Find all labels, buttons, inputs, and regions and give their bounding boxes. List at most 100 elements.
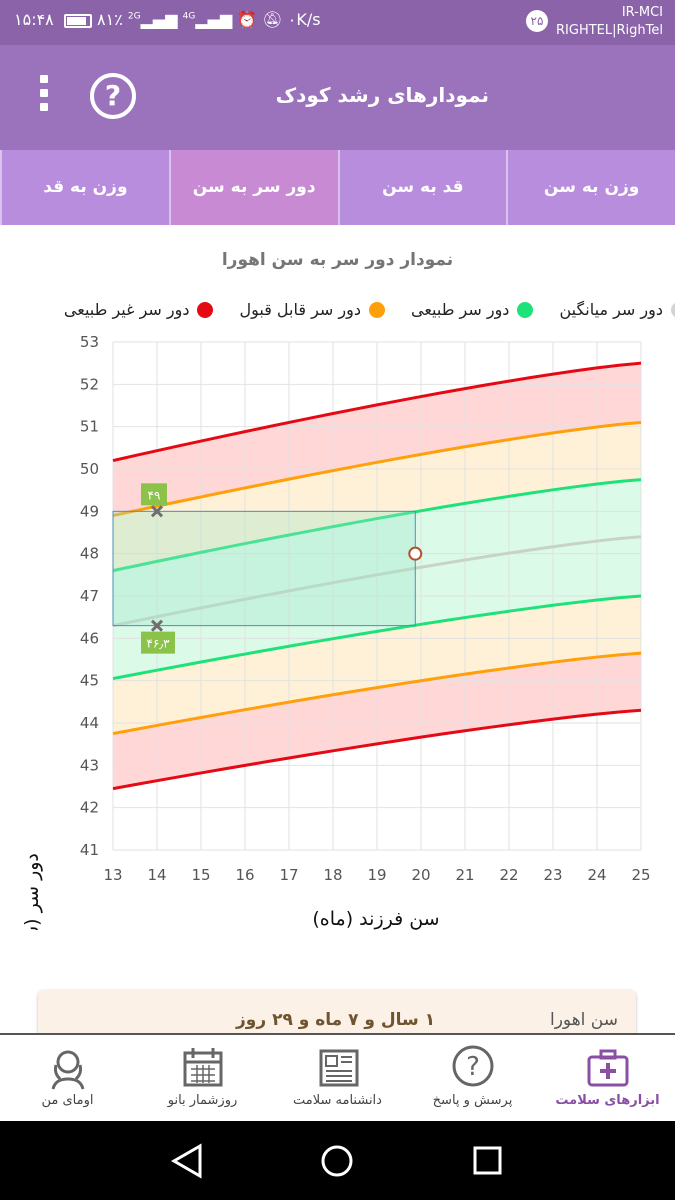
marker-label: ۴۶٫۳ — [146, 637, 170, 651]
bottom-navigation: ابزارهای سلامت ? پرسش و پاسخ دانشنامه سل… — [0, 1033, 675, 1121]
signal-icon-2: ▂▄▆ — [195, 10, 233, 29]
chart-ticks: 13 14 15 16 17 18 19 20 21 22 23 24 25 41 42 43 44 45 46 47… — [80, 333, 651, 884]
x-tick-label: 23 — [543, 866, 562, 884]
system-navigation-bar — [0, 1121, 675, 1200]
marker-label-bg — [141, 483, 167, 506]
legend-dot-icon — [517, 301, 534, 318]
x-tick-label: 16 — [235, 866, 254, 884]
status-bar: ۱۵:۴۸ ۸۱٪ 2G▂▄▆ 4G▂▄▆ ⏰ 🔕︎ ۰K/s ۲۵ IR-MC… — [0, 0, 675, 45]
legend-dot-icon — [671, 301, 675, 318]
help-icon[interactable]: ? — [90, 73, 136, 119]
marker-cross — [150, 619, 164, 632]
tab-height-for-age[interactable]: قد به سن — [337, 150, 507, 225]
age-label: سن اهورا — [550, 1010, 618, 1030]
network-2g: 2G — [127, 11, 141, 22]
battery-icon — [63, 13, 92, 28]
nav-encyclopedia[interactable]: دانشنامه سلامت — [270, 1035, 405, 1121]
nav-label: دانشنامه سلامت — [293, 1093, 382, 1108]
y-tick-label: 45 — [80, 672, 99, 690]
series-line — [112, 708, 642, 791]
x-tick-label: 21 — [455, 866, 474, 884]
y-tick-label: 47 — [80, 587, 99, 605]
series-line — [112, 535, 642, 628]
x-tick-label: 14 — [147, 866, 166, 884]
y-tick-label: 52 — [80, 375, 99, 393]
legend-dot-icon — [369, 301, 385, 318]
x-tick-label: 17 — [279, 866, 298, 884]
nav-calendar[interactable]: روزشمار بانو — [135, 1035, 270, 1121]
legend-item-normal[interactable]: دور سر طبیعی — [411, 300, 534, 319]
series-line — [112, 478, 642, 573]
nav-label: پرسش و پاسخ — [432, 1093, 513, 1108]
x-tick-label: 25 — [631, 866, 650, 884]
y-tick-label: 42 — [80, 799, 99, 817]
mute-icon: 🔕︎ — [262, 10, 283, 29]
series-line — [112, 594, 642, 681]
home-icon[interactable] — [321, 1145, 353, 1177]
chart-series — [112, 361, 642, 791]
y-tick-label: 43 — [80, 756, 99, 774]
carrier-line1: IR-MCI — [621, 5, 663, 20]
question-bubble-icon: ? — [405, 1043, 540, 1093]
x-tick-label: 24 — [587, 866, 606, 884]
nav-my-profile[interactable]: اومای من — [0, 1035, 135, 1121]
calendar-icon — [135, 1043, 270, 1093]
marker-label-bg — [141, 631, 175, 654]
x-tick-label: 15 — [191, 866, 210, 884]
nav-questions[interactable]: ? پرسش و پاسخ — [405, 1035, 540, 1121]
network-speed: ۰K/s — [287, 10, 321, 29]
x-tick-label: 22 — [499, 866, 518, 884]
legend-item-abnormal[interactable]: دور سر غیر طبیعی — [64, 300, 214, 319]
legend-label: دور سر قابل قبول — [239, 300, 361, 319]
recents-icon[interactable] — [473, 1146, 502, 1175]
notification-badge: ۲۵ — [526, 10, 548, 32]
status-time: ۱۵:۴۸ — [14, 10, 54, 29]
chart-legend: دور سر غیر طبیعی دور سر قابل قبول دور سر… — [0, 300, 675, 330]
y-tick-label: 44 — [80, 714, 99, 732]
battery-level: ۸۱٪ — [97, 10, 123, 29]
y-tick-label: 51 — [80, 418, 99, 436]
page-title: نمودارهای رشد کودک — [275, 83, 489, 107]
nav-label: روزشمار بانو — [167, 1093, 238, 1108]
newspaper-icon — [270, 1043, 405, 1093]
nav-health-tools[interactable]: ابزارهای سلامت — [540, 1035, 675, 1121]
tab-head-circumference-for-age[interactable]: دور سر به سن — [168, 150, 338, 225]
y-tick-label: 49 — [80, 502, 99, 520]
chart-overlay: ۴۹ ۴۶٫۳ — [112, 483, 423, 654]
status-left: ۱۵:۴۸ ۸۱٪ 2G▂▄▆ 4G▂▄▆ ⏰ 🔕︎ ۰K/s — [14, 10, 321, 29]
y-axis-label: دور سر (سانتیمتر) — [21, 853, 43, 930]
age-card: سن اهورا ۱ سال و ۷ ماه و ۲۹ روز — [38, 990, 636, 1040]
legend-label: دور سر میانگین — [559, 300, 663, 319]
overflow-menu-icon[interactable] — [32, 75, 56, 119]
chart-tabs: وزن به سن قد به سن دور سر به سن وزن به ق… — [0, 150, 675, 225]
y-tick-label: 46 — [80, 629, 99, 647]
highlight-range-box — [112, 510, 416, 627]
x-tick-label: 18 — [323, 866, 342, 884]
marker-cross — [150, 505, 164, 518]
carrier-info: IR-MCI RIGHTEL|RighTel — [556, 4, 663, 40]
medical-kit-icon — [540, 1043, 675, 1093]
y-tick-label: 41 — [80, 841, 99, 859]
age-value: ۱ سال و ۷ ماه و ۲۹ روز — [236, 1010, 436, 1030]
growth-chart: ۴۹ ۴۶٫۳ 13 14 15 16 17 18 19 20 21 22 23 24 25 41 42 43 4… — [21, 333, 651, 930]
x-tick-label: 13 — [103, 866, 122, 884]
legend-label: دور سر طبیعی — [411, 300, 510, 319]
signal-icon: ▂▄▆ — [140, 10, 178, 29]
tab-weight-for-age[interactable]: وزن به سن — [506, 150, 675, 225]
x-tick-label: 20 — [411, 866, 430, 884]
y-tick-label: 50 — [80, 460, 99, 478]
nav-label: ابزارهای سلامت — [555, 1093, 660, 1108]
series-line — [112, 651, 642, 736]
alarm-icon: ⏰ — [237, 10, 258, 29]
back-icon[interactable] — [170, 1143, 202, 1179]
legend-item-average[interactable]: دور سر میانگین — [559, 300, 675, 319]
chart-grid — [112, 341, 642, 851]
legend-item-acceptable[interactable]: دور سر قابل قبول — [239, 300, 385, 319]
series-line — [112, 361, 642, 462]
carrier-line2: RIGHTEL|RighTel — [556, 23, 663, 38]
series-line — [112, 420, 642, 518]
legend-dot-icon — [197, 301, 214, 318]
current-point — [408, 546, 423, 561]
network-4g: 4G — [182, 11, 196, 22]
tab-weight-for-height[interactable]: وزن به قد — [0, 150, 169, 225]
